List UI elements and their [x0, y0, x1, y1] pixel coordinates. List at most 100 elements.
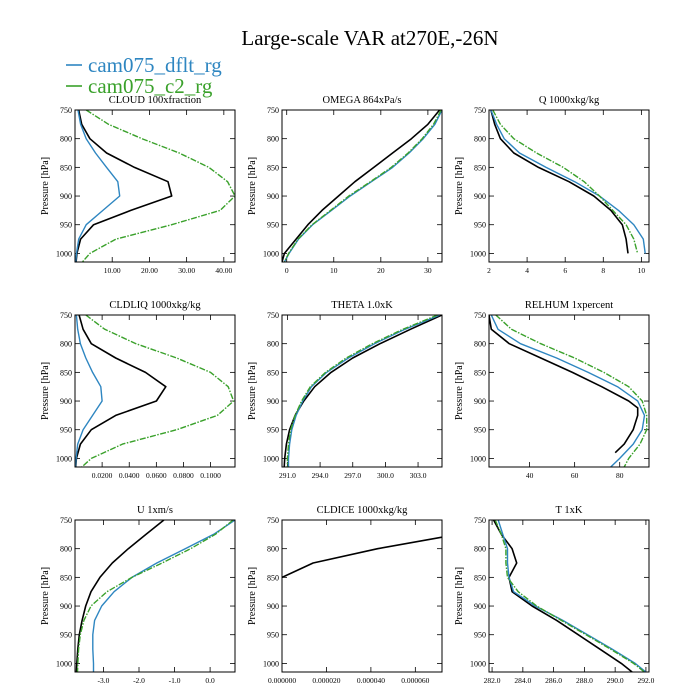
- legend: cam075_dflt_rg cam075_c2_rg: [66, 53, 222, 98]
- x-tick-label: 294.0: [312, 471, 329, 480]
- y-tick-label: 1000: [56, 249, 72, 258]
- y-tick-label: 900: [267, 192, 279, 201]
- y-tick-label: 1000: [263, 249, 279, 258]
- y-tick-label: 750: [267, 516, 279, 525]
- series-group: [492, 520, 647, 672]
- series-group: [489, 315, 648, 467]
- y-tick-label: 950: [267, 221, 279, 230]
- y-tick-label: 850: [267, 163, 279, 172]
- x-tick-label: 286.0: [545, 676, 562, 685]
- x-tick-label: 20: [377, 266, 385, 275]
- x-tick-label: 0.0400: [119, 471, 140, 480]
- y-tick-label: 950: [60, 221, 72, 230]
- y-tick-label: 750: [60, 106, 72, 115]
- series-line-cam075_c2_rg-2: [76, 520, 234, 672]
- y-tick-label: 950: [474, 631, 486, 640]
- x-tick-label: 0: [285, 266, 289, 275]
- y-tick-label: 950: [60, 426, 72, 435]
- y-tick-label: 750: [60, 311, 72, 320]
- series-group: [490, 110, 646, 254]
- y-tick-label: 900: [60, 397, 72, 406]
- series-line-cam075_c2_rg-2: [81, 110, 235, 262]
- panel-title: CLDICE 1000xkg/kg: [317, 505, 408, 516]
- series-group: [282, 536, 442, 579]
- series-line-cam075_c2_rg-2: [286, 315, 438, 467]
- x-tick-label: 300.0: [377, 471, 394, 480]
- y-tick-label: 850: [474, 573, 486, 582]
- series-line-cam075_dflt_rg-1: [92, 520, 235, 672]
- x-tick-label: 303.0: [410, 471, 427, 480]
- series-line-cam075_c2_rg-2: [492, 110, 639, 254]
- series-line-cam075_dflt_rg-1: [75, 110, 121, 262]
- y-tick-label: 950: [267, 426, 279, 435]
- y-tick-label: 900: [60, 192, 72, 201]
- x-tick-label: 6: [563, 266, 567, 275]
- panel-9: T 1xK Pressure [hPa] 750 800 850 900 950 1000 28…: [454, 505, 655, 685]
- y-tick-label: 850: [267, 368, 279, 377]
- panel-5: THETA 1.0xK Pressure [hPa] 750 800 850 900 950…: [247, 300, 443, 480]
- series-group: [75, 520, 235, 672]
- series-group: [75, 315, 235, 467]
- panel-title: RELHUM 1xpercent: [525, 300, 613, 311]
- y-tick-label: 800: [474, 545, 486, 554]
- x-tick-label: 0.0: [205, 676, 215, 685]
- y-axis-label: Pressure [hPa]: [247, 567, 258, 625]
- x-tick-label: 0.0600: [146, 471, 167, 480]
- y-tick-label: 750: [267, 106, 279, 115]
- y-axis-label: Pressure [hPa]: [247, 362, 258, 420]
- x-tick-label: 8: [601, 266, 605, 275]
- panel-frame: [74, 314, 236, 468]
- series-line-cam075_dflt_rg-1: [497, 520, 647, 672]
- y-tick-label: 900: [267, 397, 279, 406]
- figure-title: Large-scale VAR at270E,-26N: [241, 26, 498, 50]
- y-axis-label: Pressure [hPa]: [454, 567, 465, 625]
- x-tick-label: 2: [487, 266, 491, 275]
- y-tick-label: 850: [474, 368, 486, 377]
- x-tick-label: -3.0: [98, 676, 110, 685]
- y-tick-label: 1000: [470, 659, 486, 668]
- y-tick-label: 950: [474, 221, 486, 230]
- series-group: [283, 315, 442, 467]
- panel-7: U 1xm/s Pressure [hPa] 750 800 850 900 950 1000…: [40, 505, 236, 685]
- series-line-cam075_c2_rg-2: [494, 520, 645, 672]
- x-tick-label: 290.0: [607, 676, 624, 685]
- series-line-unnamed-0: [490, 110, 629, 254]
- y-axis-label: Pressure [hPa]: [454, 157, 465, 215]
- series-group: [282, 110, 442, 262]
- y-tick-label: 800: [267, 340, 279, 349]
- series-line-cam075_c2_rg-2: [81, 315, 235, 467]
- legend-label-dflt: cam075_dflt_rg: [88, 53, 222, 77]
- y-axis-label: Pressure [hPa]: [40, 157, 51, 215]
- panel-8: CLDICE 1000xkg/kg Pressure [hPa] 750 800 850…: [247, 505, 443, 685]
- x-tick-label: 20.00: [141, 266, 158, 275]
- y-tick-label: 800: [474, 340, 486, 349]
- x-tick-label: 40.00: [215, 266, 232, 275]
- series-line-cam075_c2_rg-2: [283, 110, 442, 262]
- y-tick-label: 800: [267, 545, 279, 554]
- panel-title: THETA 1.0xK: [331, 300, 393, 311]
- legend-label-c2: cam075_c2_rg: [88, 74, 213, 98]
- x-tick-label: 10.00: [104, 266, 121, 275]
- series-line-cam075_dflt_rg-1: [490, 110, 646, 254]
- panel-frame: [281, 109, 443, 263]
- x-tick-label: 40: [526, 471, 534, 480]
- panel-3: Q 1000xkg/kg Pressure [hPa] 750 800 850 900 95…: [454, 95, 650, 275]
- x-tick-label: 0.000060: [401, 676, 429, 685]
- x-tick-label: 0.1000: [200, 471, 221, 480]
- y-tick-label: 750: [60, 516, 72, 525]
- series-line-cam075_c2_rg-2: [495, 315, 648, 467]
- series-line-unnamed-0: [75, 520, 165, 672]
- x-tick-label: 288.0: [576, 676, 593, 685]
- x-tick-label: 291.0: [279, 471, 296, 480]
- panel-frame: [488, 314, 650, 468]
- x-tick-label: 10: [638, 266, 646, 275]
- panel-frame: [74, 109, 236, 263]
- x-tick-label: -2.0: [133, 676, 145, 685]
- y-axis-label: Pressure [hPa]: [40, 567, 51, 625]
- y-tick-label: 850: [60, 368, 72, 377]
- y-axis-label: Pressure [hPa]: [247, 157, 258, 215]
- y-axis-label: Pressure [hPa]: [40, 362, 51, 420]
- x-tick-label: 282.0: [484, 676, 501, 685]
